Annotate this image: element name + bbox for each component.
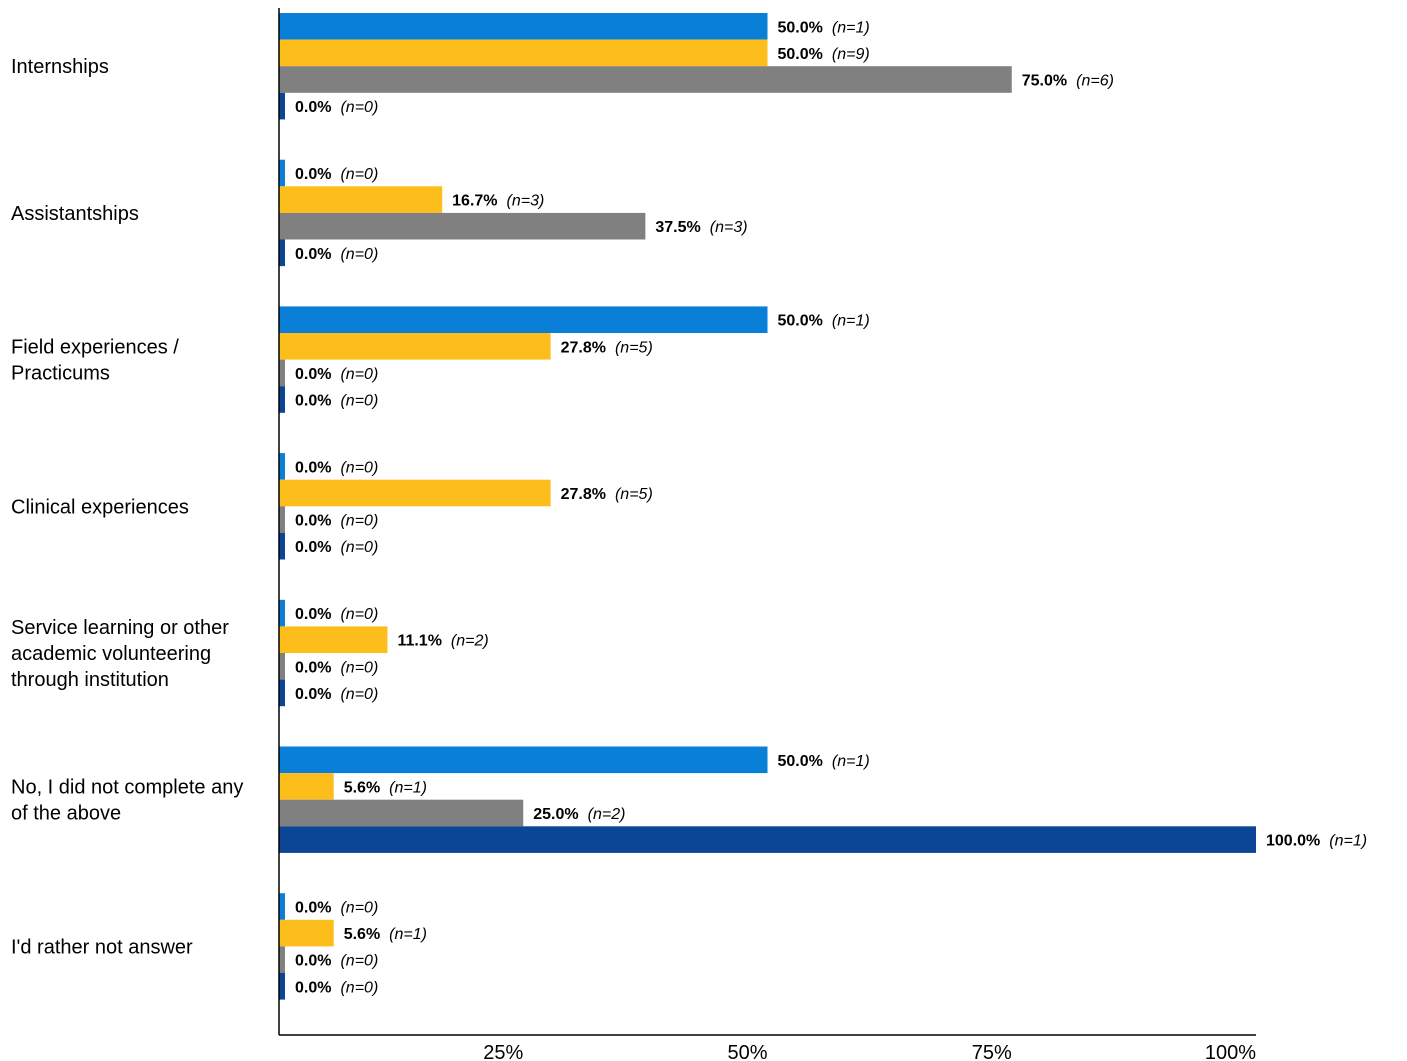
data-label: 0.0% (n=0) bbox=[295, 246, 378, 263]
bar bbox=[279, 66, 1012, 93]
bar bbox=[279, 13, 768, 40]
bar bbox=[279, 39, 768, 67]
bar bbox=[279, 212, 646, 240]
data-label: 0.0% (n=0) bbox=[295, 99, 378, 116]
bar bbox=[279, 186, 443, 213]
data-label: 50.0% (n=1) bbox=[778, 19, 870, 36]
category-labels: Internships Assistantships Field experienc… bbox=[11, 56, 243, 958]
bar bbox=[279, 479, 551, 507]
bar bbox=[279, 946, 285, 973]
bar bbox=[279, 506, 285, 533]
bar bbox=[279, 746, 768, 774]
bar bbox=[279, 599, 285, 627]
data-label: 37.5% (n=3) bbox=[655, 219, 747, 236]
data-label: 5.6% (n=1) bbox=[344, 779, 427, 796]
bar bbox=[279, 973, 285, 1000]
x-tick-label: 50% bbox=[727, 1042, 767, 1061]
value-labels: 50.0% (n=1) 50.0% (n=9) 75.0% (n=6) 0.0% (n=0) 0… bbox=[295, 19, 1367, 996]
bar bbox=[279, 919, 334, 947]
data-label: 0.0% (n=0) bbox=[295, 366, 378, 383]
data-label: 5.6% (n=1) bbox=[344, 926, 427, 943]
bar bbox=[279, 653, 285, 680]
bar bbox=[279, 333, 551, 360]
bar bbox=[279, 773, 334, 800]
bar bbox=[279, 359, 285, 387]
data-label: 50.0% (n=9) bbox=[778, 46, 870, 63]
data-label: 0.0% (n=0) bbox=[295, 900, 378, 917]
bar bbox=[279, 453, 285, 480]
data-label: 50.0% (n=1) bbox=[778, 313, 870, 330]
data-label: 0.0% (n=0) bbox=[295, 513, 378, 530]
bar bbox=[279, 626, 388, 653]
bar bbox=[279, 306, 768, 333]
data-label: 0.0% (n=0) bbox=[295, 686, 378, 703]
x-tick-label: 75% bbox=[972, 1042, 1012, 1061]
x-tick-label: 25% bbox=[483, 1042, 523, 1061]
x-tick-labels: 25% 50% 75% 100% bbox=[483, 1042, 1256, 1061]
data-label: 50.0% (n=1) bbox=[778, 753, 870, 770]
bar bbox=[279, 386, 285, 413]
x-tick-label: 100% bbox=[1205, 1042, 1256, 1061]
data-label: 11.1% (n=2) bbox=[397, 633, 488, 650]
data-label: 0.0% (n=0) bbox=[295, 393, 378, 410]
data-label: 0.0% (n=0) bbox=[295, 953, 378, 970]
category-label: Internships bbox=[11, 56, 109, 78]
data-label: 25.0% (n=2) bbox=[533, 806, 625, 823]
data-label: 0.0% (n=0) bbox=[295, 979, 378, 996]
bar bbox=[279, 679, 285, 707]
bar bbox=[279, 92, 285, 120]
bar bbox=[279, 799, 524, 827]
bar bbox=[279, 893, 285, 920]
data-label: 0.0% (n=0) bbox=[295, 459, 378, 476]
category-label: I'd rather not answer bbox=[11, 936, 193, 958]
category-label: No, I did not complete any of the above bbox=[11, 777, 243, 825]
data-label: 0.0% (n=0) bbox=[295, 606, 378, 623]
data-label: 100.0% (n=1) bbox=[1266, 833, 1367, 850]
data-label: 0.0% (n=0) bbox=[295, 659, 378, 676]
bar bbox=[279, 532, 285, 560]
bars bbox=[279, 13, 1256, 1000]
bar bbox=[279, 159, 285, 187]
data-label: 27.8% (n=5) bbox=[561, 339, 653, 356]
bar bbox=[279, 826, 1256, 853]
category-label: Assistantships bbox=[11, 203, 139, 225]
data-label: 16.7% (n=3) bbox=[452, 193, 544, 210]
bar bbox=[279, 239, 285, 267]
data-label: 27.8% (n=5) bbox=[561, 486, 653, 503]
data-label: 75.0% (n=6) bbox=[1022, 73, 1114, 90]
category-label: Clinical experiences bbox=[11, 496, 189, 518]
category-label: Field experiences / Practicums bbox=[11, 337, 179, 385]
data-label: 0.0% (n=0) bbox=[295, 166, 378, 183]
category-label: Service learning or other academic volunt… bbox=[11, 617, 229, 691]
data-label: 0.0% (n=0) bbox=[295, 539, 378, 556]
